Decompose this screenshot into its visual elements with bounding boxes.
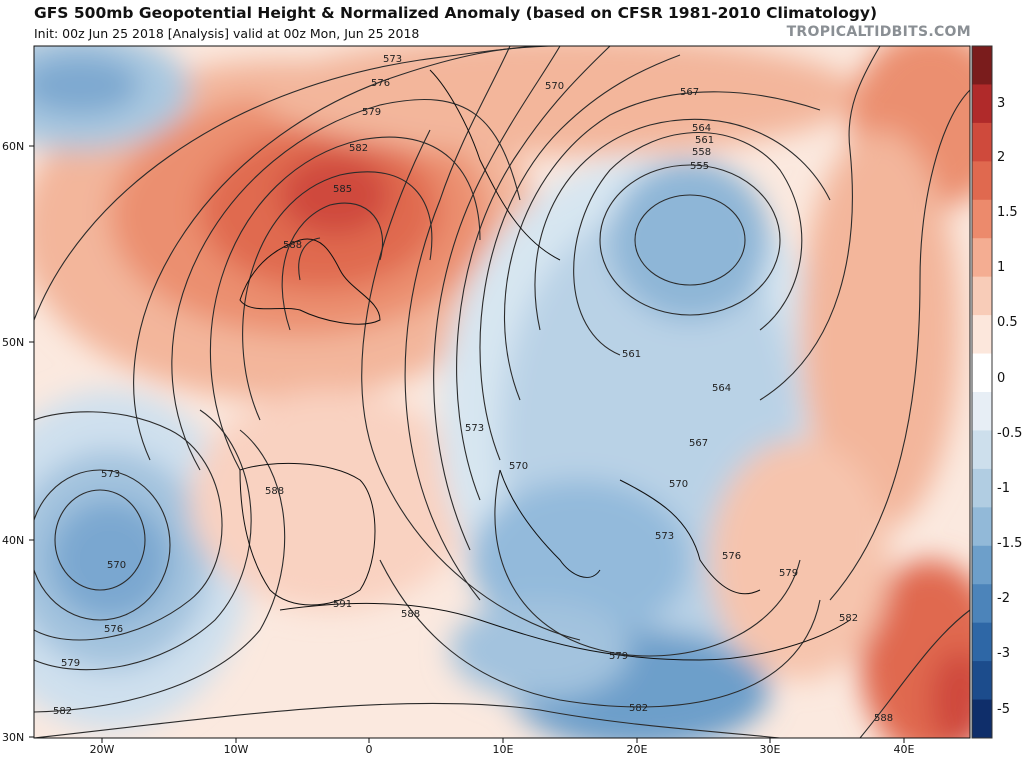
contour-label: 570 (669, 479, 688, 490)
colorbar-tick-label: 0 (997, 371, 1005, 386)
contour-label: 579 (362, 107, 381, 118)
colorbar-tick-label: -1 (997, 481, 1010, 496)
colorbar-segment (972, 430, 992, 470)
map-frame (33, 45, 971, 739)
contour-label: 591 (333, 599, 352, 610)
colorbar-tick-label: 2 (997, 150, 1005, 165)
colorbar-ticks: 3 2 1.5 1 0.5 0 -0.5 -1 -1.5 -2 -3 -5 (997, 96, 1022, 717)
contour-label: 573 (655, 531, 674, 542)
colorbar-tick-label: 3 (997, 96, 1005, 111)
contour-label: 579 (61, 658, 80, 669)
colorbar-segment (972, 353, 992, 393)
colorbar-segment (972, 122, 992, 162)
lon-label: 30E (760, 743, 781, 756)
coastlines (239, 69, 851, 661)
contour-label: 570 (545, 81, 564, 92)
longitude-axis: 20W 10W 0 10E 20E 30E 40E (90, 738, 915, 756)
lat-label: 60N (2, 140, 24, 153)
colorbar-segment (972, 315, 992, 355)
colorbar-segment (972, 545, 992, 585)
colorbar-segment (972, 392, 992, 431)
colorbar-frame (971, 45, 993, 739)
colorbar-segment (972, 238, 992, 278)
contour-label: 582 (629, 703, 648, 714)
lat-label: 30N (2, 731, 24, 744)
map-subtitle: Init: 00z Jun 25 2018 [Analysis] valid a… (34, 26, 420, 41)
lon-label: 20E (627, 743, 648, 756)
contour-label: 561 (622, 349, 641, 360)
contour-label: 576 (104, 624, 123, 635)
contour-label: 588 (283, 240, 302, 251)
colorbar-tick-label: -5 (997, 702, 1010, 717)
contour-label: 570 (509, 461, 528, 472)
colorbar-segment (972, 161, 992, 201)
map-title: GFS 500mb Geopotential Height & Normaliz… (34, 4, 878, 22)
lon-label: 20W (90, 743, 115, 756)
contour-label: 570 (107, 560, 126, 571)
contour-label: 576 (371, 78, 390, 89)
lon-label: 0 (366, 743, 373, 756)
colorbar-tick-label: 1.5 (997, 205, 1018, 220)
contour-label: 573 (101, 469, 120, 480)
lat-label: 50N (2, 336, 24, 349)
colorbar-tick-label: 0.5 (997, 315, 1018, 330)
contour-label: 564 (692, 123, 711, 134)
contour-label: 582 (53, 706, 72, 717)
colorbar (971, 45, 993, 739)
contour-label: 588 (265, 486, 284, 497)
colorbar-tick-label: 1 (997, 260, 1005, 275)
contour-label: 579 (779, 568, 798, 579)
latitude-axis: 60N 50N 40N 30N (2, 140, 34, 744)
brand-watermark: TROPICALTIDBITS.COM (786, 24, 971, 40)
colorbar-segment (972, 468, 992, 508)
colorbar-tick-label: -0.5 (997, 426, 1022, 441)
colorbar-segment (972, 661, 992, 701)
colorbar-tick-label: -2 (997, 591, 1010, 606)
contour-label: 567 (680, 87, 699, 98)
contour-labels: 573 576 579 582 585 588 570 567 564 561 … (53, 54, 893, 724)
contour-label: 558 (692, 147, 711, 158)
colorbar-segment (972, 84, 992, 124)
anomaly-field (34, 46, 970, 738)
contour-label: 582 (349, 143, 368, 154)
contour-label: 573 (465, 423, 484, 434)
contour-label: 588 (401, 609, 420, 620)
height-contours (34, 46, 970, 738)
contour-label: 564 (712, 383, 731, 394)
colorbar-segment (972, 199, 992, 239)
contour-label: 582 (839, 613, 858, 624)
contour-label: 576 (722, 551, 741, 562)
contour-label: 567 (689, 438, 708, 449)
contour-label: 585 (333, 184, 352, 195)
colorbar-segment (972, 507, 992, 547)
lat-label: 40N (2, 534, 24, 547)
colorbar-segment (972, 699, 992, 739)
contour-label: 573 (383, 54, 402, 65)
contour-label: 579 (609, 651, 628, 662)
lon-label: 40E (894, 743, 915, 756)
contour-label: 561 (695, 135, 714, 146)
contour-label: 588 (874, 713, 893, 724)
lon-label: 10W (224, 743, 249, 756)
colorbar-tick-label: -3 (997, 646, 1010, 661)
colorbar-segment (972, 276, 992, 316)
colorbar-segment (972, 622, 992, 662)
colorbar-tick-label: -1.5 (997, 536, 1022, 551)
colorbar-segment (972, 46, 992, 85)
contour-label: 555 (690, 161, 709, 172)
colorbar-segment (972, 584, 992, 624)
lon-label: 10E (493, 743, 514, 756)
